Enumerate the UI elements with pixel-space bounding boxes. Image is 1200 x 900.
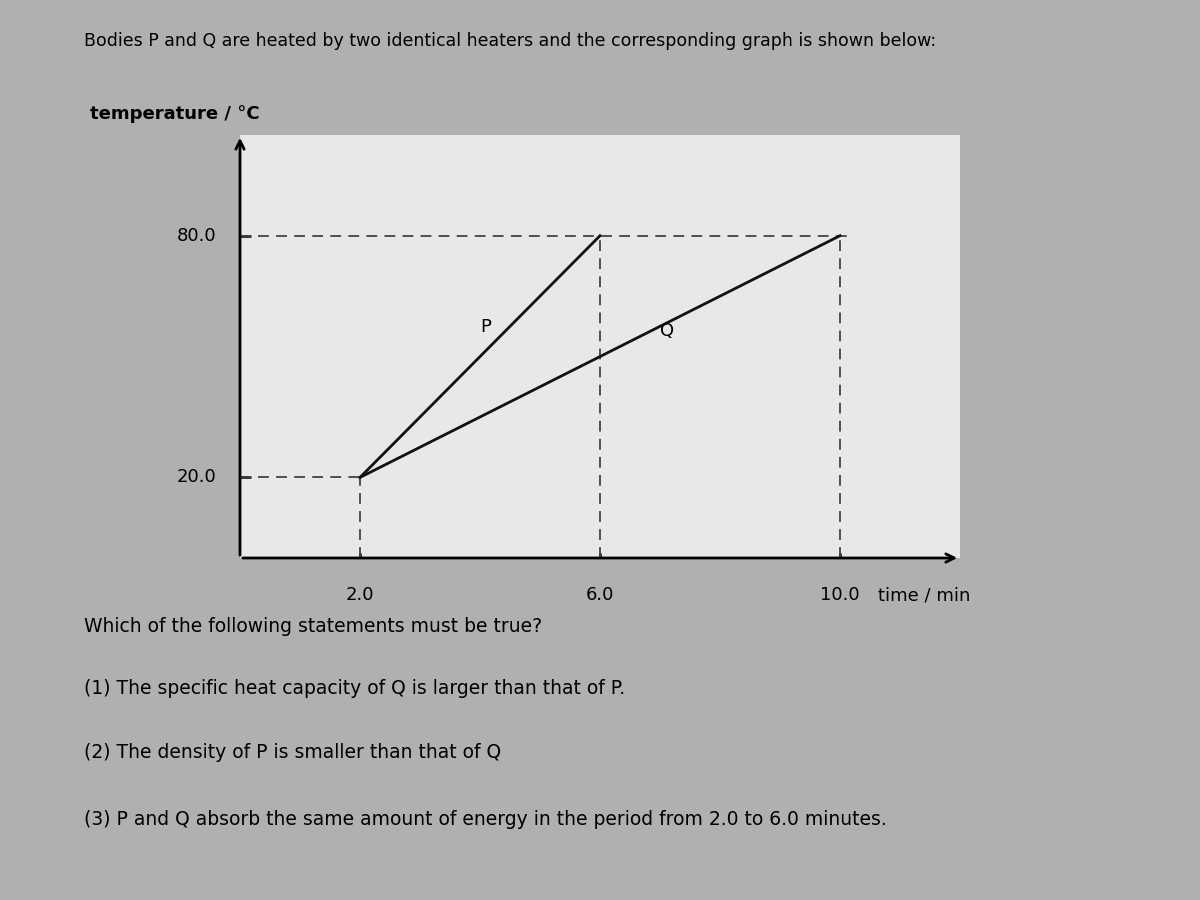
Text: Q: Q xyxy=(660,322,674,340)
Text: 80.0: 80.0 xyxy=(176,227,216,245)
Text: Which of the following statements must be true?: Which of the following statements must b… xyxy=(84,616,542,635)
Text: P: P xyxy=(480,319,491,337)
Text: (2) The density of P is smaller than that of Q: (2) The density of P is smaller than tha… xyxy=(84,742,502,761)
Text: Bodies P and Q are heated by two identical heaters and the corresponding graph i: Bodies P and Q are heated by two identic… xyxy=(84,32,936,50)
Text: 20.0: 20.0 xyxy=(176,468,216,486)
Text: time / min: time / min xyxy=(878,586,970,604)
Text: 10.0: 10.0 xyxy=(820,586,860,604)
Text: (3) P and Q absorb the same amount of energy in the period from 2.0 to 6.0 minut: (3) P and Q absorb the same amount of en… xyxy=(84,810,887,829)
Text: 2.0: 2.0 xyxy=(346,586,374,604)
Text: (1) The specific heat capacity of Q is larger than that of P.: (1) The specific heat capacity of Q is l… xyxy=(84,680,625,698)
Text: 6.0: 6.0 xyxy=(586,586,614,604)
Text: temperature / °C: temperature / °C xyxy=(90,105,259,123)
